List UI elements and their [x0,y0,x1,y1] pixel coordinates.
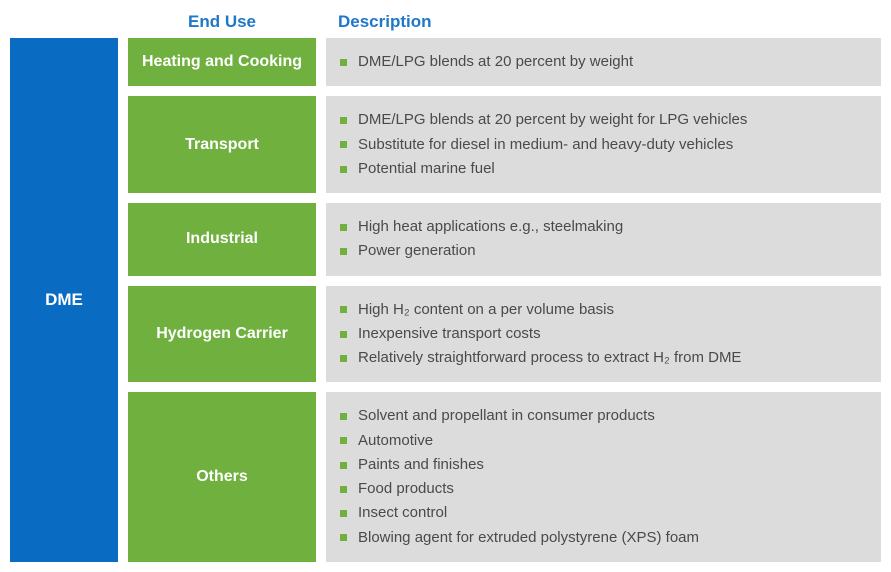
description-box: Solvent and propellant in consumer produ… [326,392,881,562]
category-label: Heating and Cooking [128,38,316,86]
dme-uses-table: End Use Description DMEHeating and Cooking… [10,10,881,562]
category-label: Hydrogen Carrier [128,286,316,383]
description-list: High heat applications e.g., steelmaking… [340,217,867,262]
row-gap [326,276,881,286]
description-list: Solvent and propellant in consumer produ… [340,406,867,548]
row-gap [128,86,316,96]
description-item: Relatively straightforward process to ex… [340,348,867,368]
description-box: DME/LPG blends at 20 percent by weight [326,38,881,86]
description-item: Insect control [340,503,867,523]
row-gap [128,276,316,286]
row-gap [128,193,316,203]
description-item: High heat applications e.g., steelmaking [340,217,867,237]
description-item: Blowing agent for extruded polystyrene (… [340,528,867,548]
row-gap [326,86,881,96]
description-list: High H₂ content on a per volume basis Ine… [340,300,867,369]
description-item: Inexpensive transport costs [340,324,867,344]
description-item: Paints and finishes [340,455,867,475]
description-list: DME/LPG blends at 20 percent by weight [340,52,867,72]
category-label: Industrial [128,203,316,276]
main-label: DME [10,38,118,562]
description-item: DME/LPG blends at 20 percent by weight f… [340,110,867,130]
row-gap [326,382,881,392]
description-item: DME/LPG blends at 20 percent by weight [340,52,867,72]
description-item: Solvent and propellant in consumer produ… [340,406,867,426]
description-box: DME/LPG blends at 20 percent by weight f… [326,96,881,193]
header-end-use: End Use [128,10,316,38]
description-box: High heat applications e.g., steelmaking… [326,203,881,276]
category-label: Transport [128,96,316,193]
description-box: High H₂ content on a per volume basis Ine… [326,286,881,383]
description-list: DME/LPG blends at 20 percent by weight f… [340,110,867,179]
row-gap [128,382,316,392]
row-gap [326,193,881,203]
description-item: High H₂ content on a per volume basis [340,300,867,320]
description-item: Automotive [340,431,867,451]
description-item: Power generation [340,241,867,261]
description-item: Potential marine fuel [340,159,867,179]
description-item: Food products [340,479,867,499]
header-spacer [10,10,118,34]
category-label: Others [128,392,316,562]
header-description: Description [326,10,881,38]
description-item: Substitute for diesel in medium- and hea… [340,135,867,155]
